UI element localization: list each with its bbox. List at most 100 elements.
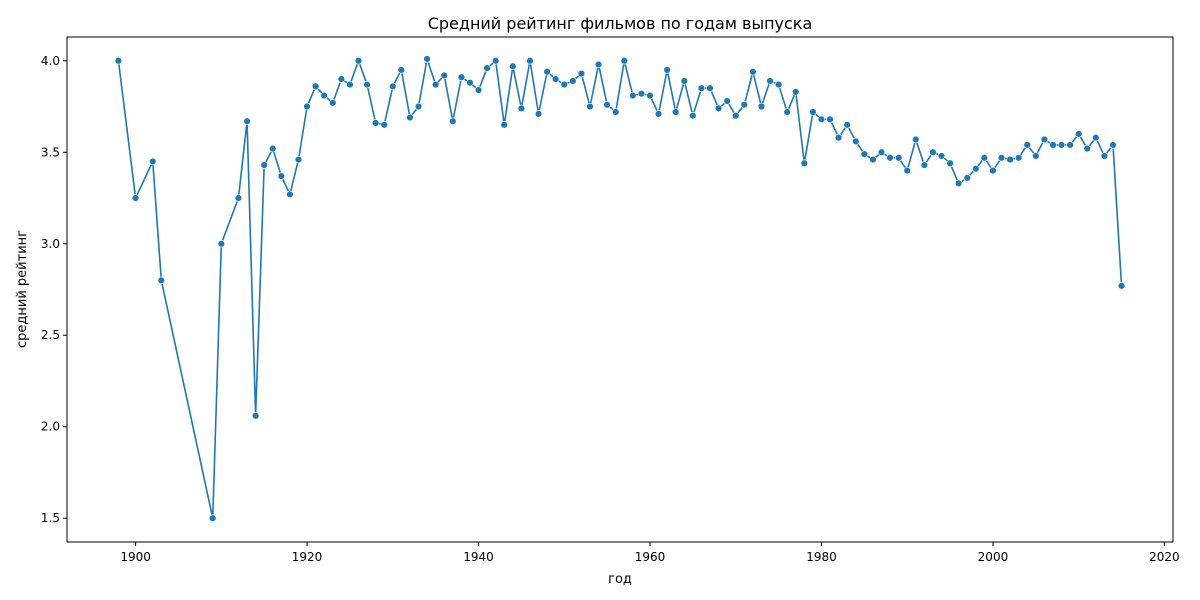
data-point (817, 115, 826, 124)
x-tick-label: 1900 (120, 550, 151, 564)
data-point (886, 154, 894, 162)
data-point (612, 108, 620, 116)
data-point (1117, 282, 1126, 290)
data-point (534, 110, 543, 118)
data-point (551, 75, 560, 83)
data-point (929, 148, 937, 156)
data-point (483, 64, 491, 72)
x-axis-ticks: 1900 1920 1940 1960 1980 2000 2020 (120, 542, 1180, 564)
data-point (972, 165, 980, 173)
data-point (757, 102, 766, 111)
data-point (577, 69, 586, 78)
data-point (937, 152, 946, 160)
data-point (406, 113, 414, 122)
data-point (560, 80, 568, 89)
data-point (852, 137, 860, 145)
axes-frame (66, 36, 1174, 543)
data-point (346, 80, 354, 89)
data-point (714, 104, 723, 113)
data-point (269, 144, 277, 153)
y-tick-label: 3.0 (41, 237, 60, 251)
data-point (286, 190, 294, 199)
x-tick-label: 1980 (806, 550, 837, 564)
data-point (946, 159, 954, 167)
data-point (209, 514, 217, 522)
data-point (1014, 154, 1023, 162)
y-tick-label: 3.5 (41, 145, 60, 159)
data-point (1066, 141, 1074, 149)
data-point (1049, 141, 1057, 149)
data-point (526, 57, 534, 65)
data-point (954, 179, 963, 188)
data-point (749, 68, 757, 76)
data-point (1100, 152, 1109, 160)
data-point (517, 104, 526, 113)
data-point (1057, 141, 1066, 149)
data-point (869, 155, 877, 164)
data-point (277, 172, 286, 180)
data-point (766, 77, 774, 85)
x-tick-label: 1920 (292, 550, 323, 564)
data-point (243, 117, 251, 125)
data-point (329, 99, 337, 107)
x-tick-label: 2000 (978, 550, 1009, 564)
data-point (860, 150, 869, 158)
x-tick-label: 1960 (635, 550, 666, 564)
y-tick-label: 2.5 (41, 328, 60, 342)
data-point (586, 102, 594, 111)
data-point (294, 155, 303, 164)
data-point (311, 82, 320, 91)
data-point (149, 157, 157, 166)
data-point (397, 66, 406, 74)
data-point (371, 119, 380, 127)
data-point (680, 77, 689, 85)
data-point (912, 135, 920, 144)
data-point (603, 100, 611, 109)
data-point (646, 91, 654, 100)
data-point (260, 161, 268, 169)
data-point (251, 412, 260, 420)
data-point (114, 57, 123, 65)
data-point (774, 80, 783, 89)
data-point (1074, 130, 1083, 138)
data-point (620, 57, 628, 65)
data-point (491, 57, 500, 65)
data-point (1083, 144, 1091, 153)
data-point (1032, 152, 1040, 160)
data-point (337, 75, 346, 83)
plot-area (114, 55, 1126, 522)
data-point (629, 91, 637, 100)
data-point (457, 73, 466, 81)
data-point (431, 80, 440, 89)
data-point (877, 148, 886, 156)
data-point (414, 102, 423, 111)
data-point (809, 108, 817, 116)
data-point (706, 84, 714, 92)
data-point (980, 154, 989, 162)
data-point (466, 79, 474, 87)
data-point (654, 110, 663, 118)
data-point (500, 121, 508, 129)
data-point (380, 121, 388, 129)
data-point (1023, 141, 1031, 149)
data-point (234, 194, 243, 202)
data-point (320, 91, 328, 100)
data-point (354, 57, 363, 65)
x-tick-label: 2020 (1149, 550, 1180, 564)
data-point (740, 100, 749, 109)
data-point (509, 62, 517, 70)
x-tick-label: 1940 (463, 550, 494, 564)
data-point (689, 111, 697, 120)
data-point (131, 194, 140, 202)
y-tick-label: 2.0 (41, 420, 60, 434)
data-point (989, 166, 997, 175)
data-point (594, 60, 603, 69)
y-tick-label: 1.5 (41, 511, 60, 525)
data-point (894, 154, 903, 162)
y-axis-label: средний рейтинг (15, 230, 30, 348)
data-point (963, 174, 971, 182)
data-point (363, 80, 371, 89)
data-point (1109, 141, 1117, 149)
data-point (826, 115, 834, 124)
